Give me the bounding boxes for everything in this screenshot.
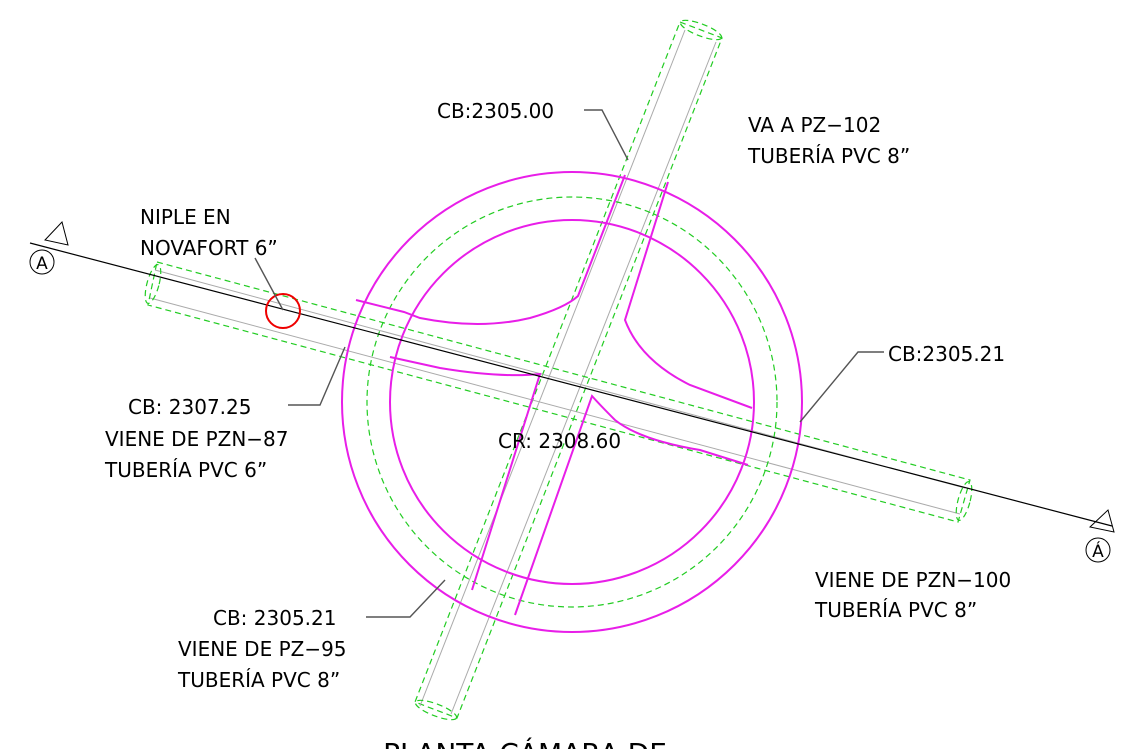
label: VIENE DE PZN−87: [105, 427, 289, 451]
label: VIENE DE PZN−100: [815, 568, 1011, 592]
section-mark: A: [36, 254, 48, 274]
label: CR: 2308.60: [498, 429, 621, 453]
outer-wall: [341, 171, 803, 633]
section-mark: Á: [1092, 540, 1104, 562]
label: CB: 2307.25: [128, 395, 252, 419]
label: TUBERÍA PVC 8”: [747, 144, 910, 168]
label: CB:2305.21: [888, 342, 1005, 366]
label: VIENE DE PZ−95: [178, 637, 347, 661]
section-circle: [1085, 537, 1111, 563]
pipe-horizontal: [144, 261, 973, 523]
nipple-marker: [265, 293, 301, 329]
inner-wall: [389, 219, 755, 585]
label: TUBERÍA PVC 8”: [814, 598, 977, 622]
channels: [355, 174, 753, 616]
leaders: [254, 109, 884, 618]
label: TUBERÍA PVC 8”: [177, 668, 340, 692]
section-arrow: [1088, 509, 1115, 533]
label: VA A PZ−102: [748, 113, 881, 137]
dashed-ring: [366, 196, 778, 608]
label: CB:2305.00: [437, 99, 554, 123]
label: NIPLE EN: [140, 205, 231, 229]
label: TUBERÍA PVC 6”: [104, 458, 267, 482]
label: CB: 2305.21: [213, 606, 337, 630]
label: NOVAFORT 6”: [140, 236, 278, 260]
title: PLANTA CÁMARA DE: [383, 736, 667, 749]
section-line: [29, 242, 1113, 527]
section-circle: [29, 249, 55, 275]
section-arrow: [44, 221, 69, 246]
pipe-vertical: [414, 19, 723, 721]
